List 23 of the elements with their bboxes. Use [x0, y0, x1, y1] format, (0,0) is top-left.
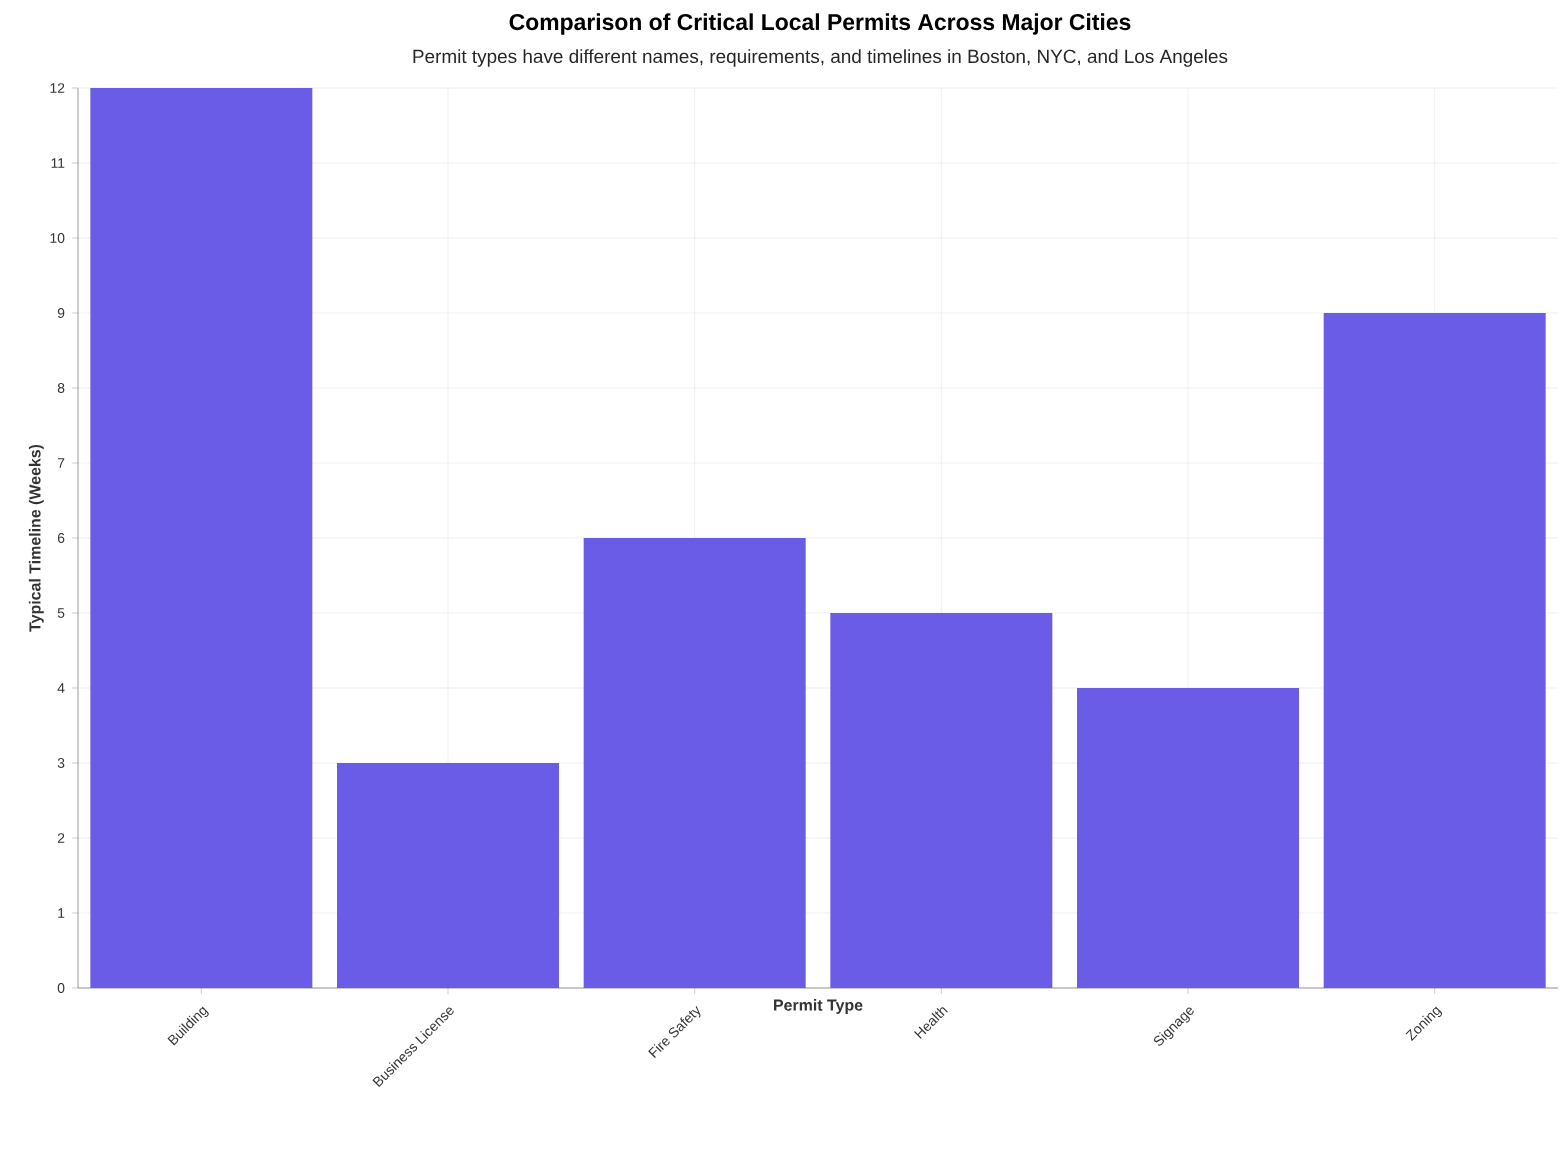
bar: [337, 762, 559, 988]
y-tick-label: 6: [57, 533, 65, 543]
chart-subtitle: Permit types have different names, requirements, and timelines in Boston, NYC, and Los Angeles: [413, 49, 1228, 67]
y-tick-label: 4: [57, 683, 65, 693]
bar: [90, 87, 313, 988]
bar: [1077, 687, 1299, 988]
y-tick-label: 1: [58, 908, 65, 918]
y-tick-label: 2: [57, 833, 65, 843]
bar: [1323, 312, 1546, 988]
y-tick-label: 12: [50, 83, 65, 93]
y-axis-title: Typical Timeline (Weeks): [28, 444, 44, 632]
y-tick-label: 3: [57, 758, 65, 768]
y-tick-label: 7: [57, 458, 65, 468]
bar: [583, 537, 806, 988]
x-axis-title: Permit Type: [774, 999, 863, 1014]
chart-title: Comparison of Critical Local Permits Across Major Cities: [509, 13, 1131, 35]
y-tick-label: 5: [57, 608, 65, 618]
y-tick-label: 8: [57, 383, 65, 393]
bar: [830, 612, 1053, 988]
y-tick-label: 0: [57, 983, 65, 993]
y-tick-label: 9: [57, 308, 65, 318]
y-tick-label: 10: [50, 233, 65, 243]
y-tick-label: 11: [51, 158, 65, 168]
